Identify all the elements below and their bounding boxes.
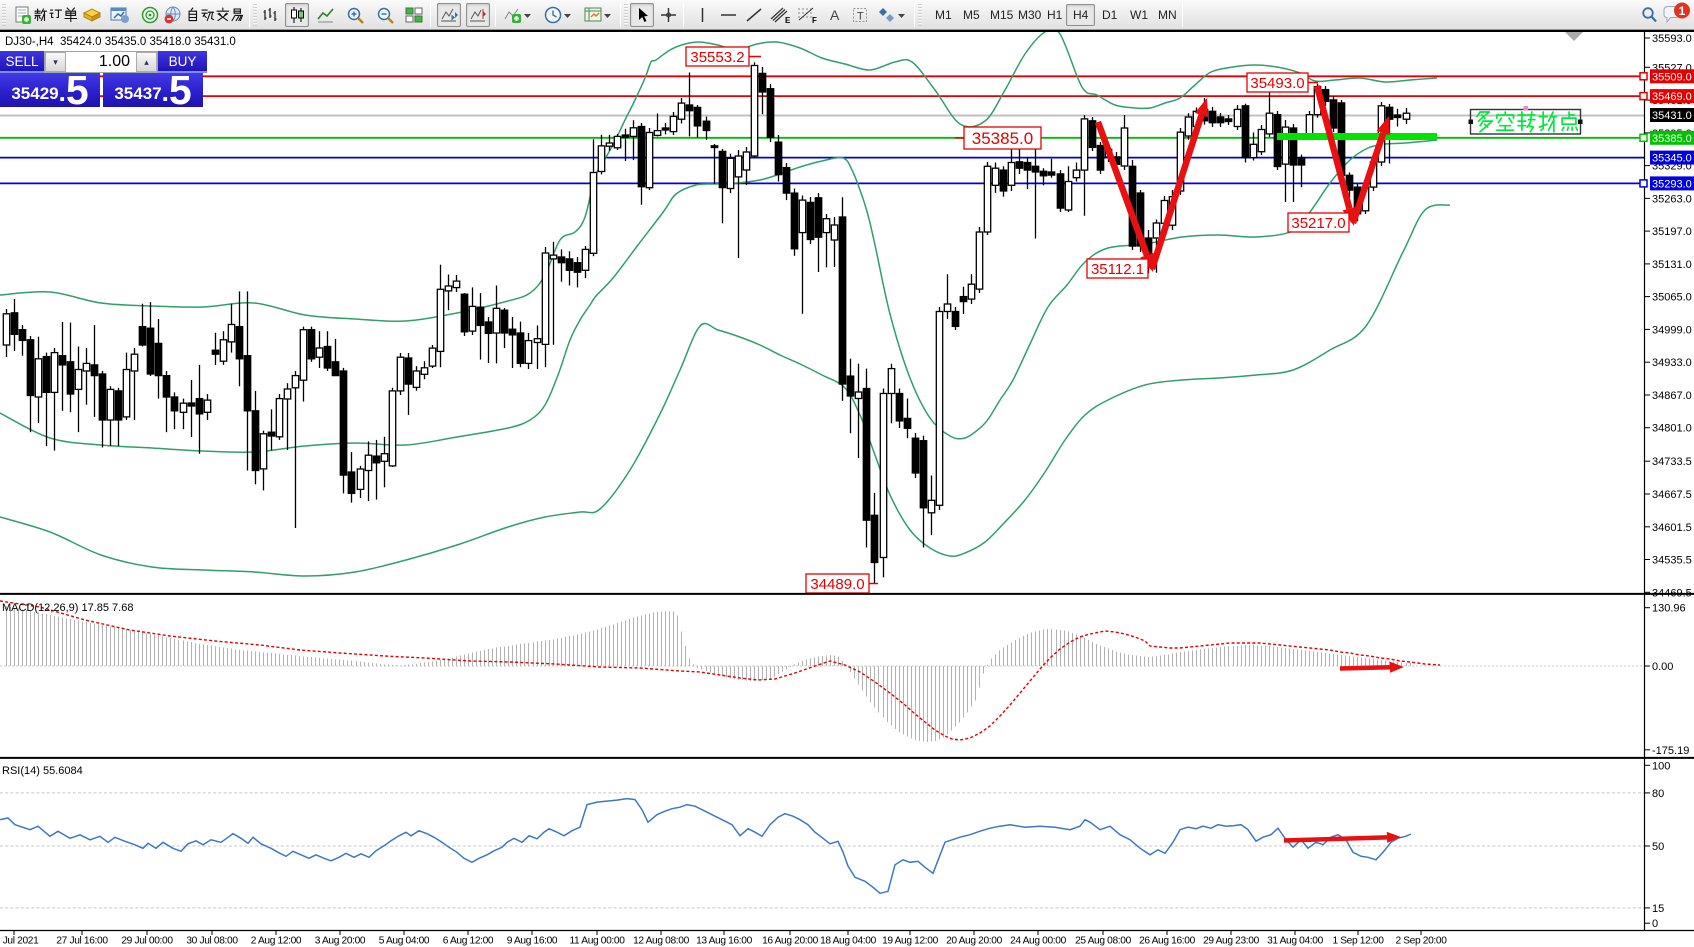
svg-text:35593.0: 35593.0 [1652,33,1692,45]
svg-text:2 Sep 20:00: 2 Sep 20:00 [1395,936,1447,947]
svg-text:34801.0: 34801.0 [1652,423,1692,435]
svg-text:35553.2: 35553.2 [690,49,744,66]
svg-text:130.96: 130.96 [1652,603,1686,615]
svg-text:16 Aug 20:00: 16 Aug 20:00 [762,936,819,947]
svg-text:30 Jul 08:00: 30 Jul 08:00 [186,936,238,947]
svg-text:35131.0: 35131.0 [1652,259,1692,271]
svg-text:35345.0: 35345.0 [1652,153,1692,165]
svg-text:100: 100 [1652,760,1670,772]
svg-text:A: A [830,7,840,23]
svg-text:DJ30-,H4 35424.0 35435.0 3541: DJ30-,H4 35424.0 35435.0 35418.0 35431.0 [5,36,236,48]
svg-text:24 Aug 00:00: 24 Aug 00:00 [1010,936,1067,947]
svg-text:80: 80 [1652,788,1664,800]
svg-text:35385.0: 35385.0 [1652,133,1692,145]
svg-text:T: T [857,11,864,23]
svg-text:35197.0: 35197.0 [1652,226,1692,238]
svg-text:34999.0: 34999.0 [1652,324,1692,336]
svg-text:34667.5: 34667.5 [1652,489,1692,501]
svg-text:27 Jul 16:00: 27 Jul 16:00 [56,936,108,947]
svg-text:35263.0: 35263.0 [1652,193,1692,205]
svg-text:35293.0: 35293.0 [1652,178,1692,190]
svg-text:34489.0: 34489.0 [810,576,864,593]
svg-text:34867.0: 34867.0 [1652,390,1692,402]
svg-text:34933.0: 34933.0 [1652,357,1692,369]
svg-text:34601.5: 34601.5 [1652,522,1692,534]
svg-text:20 Aug 20:00: 20 Aug 20:00 [946,936,1003,947]
svg-text:35217.0: 35217.0 [1291,215,1345,232]
svg-text:50: 50 [1652,841,1664,853]
svg-text:MACD(12,26,9) 17.85 7.68: MACD(12,26,9) 17.85 7.68 [2,602,133,614]
svg-text:26 Jul 2021: 26 Jul 2021 [0,936,39,947]
svg-text:19 Aug 12:00: 19 Aug 12:00 [882,936,939,947]
svg-text:RSI(14) 55.6084: RSI(14) 55.6084 [2,765,83,777]
svg-text:25 Aug 08:00: 25 Aug 08:00 [1075,936,1132,947]
svg-text:1 Sep 12:00: 1 Sep 12:00 [1332,936,1384,947]
svg-text:34733.5: 34733.5 [1652,456,1692,468]
svg-text:6 Aug 12:00: 6 Aug 12:00 [443,936,494,947]
svg-text:35493.0: 35493.0 [1250,75,1304,92]
svg-text:34469.5: 34469.5 [1652,587,1692,599]
svg-text:35469.0: 35469.0 [1652,91,1692,103]
svg-text:5 Aug 04:00: 5 Aug 04:00 [379,936,430,947]
svg-text:11 Aug 00:00: 11 Aug 00:00 [569,936,625,947]
svg-text:35112.1: 35112.1 [1091,261,1144,278]
svg-text:F: F [812,16,817,24]
svg-text:35431.0: 35431.0 [1652,110,1692,122]
svg-text:E: E [785,16,791,24]
svg-text:35385.0: 35385.0 [972,129,1033,148]
svg-text:2 Aug 12:00: 2 Aug 12:00 [251,936,302,947]
svg-text:0.00: 0.00 [1652,661,1673,673]
svg-text:15: 15 [1652,903,1664,915]
svg-text:29 Aug 23:00: 29 Aug 23:00 [1203,936,1260,947]
svg-text:12 Aug 08:00: 12 Aug 08:00 [633,936,690,947]
svg-text:1: 1 [1679,4,1686,18]
svg-text:29 Jul 00:00: 29 Jul 00:00 [121,936,173,947]
svg-text:35509.0: 35509.0 [1652,71,1692,83]
svg-text:26 Aug 16:00: 26 Aug 16:00 [1139,936,1196,947]
svg-text:34535.5: 34535.5 [1652,555,1692,567]
svg-text:18 Aug 04:00: 18 Aug 04:00 [820,936,877,947]
svg-text:31 Aug 04:00: 31 Aug 04:00 [1267,936,1324,947]
svg-text:0: 0 [1652,918,1658,930]
svg-text:9 Aug 16:00: 9 Aug 16:00 [507,936,558,947]
svg-text:-175.19: -175.19 [1652,745,1689,757]
svg-text:35065.0: 35065.0 [1652,292,1692,304]
svg-text:3 Aug 20:00: 3 Aug 20:00 [315,936,366,947]
svg-text:13 Aug 16:00: 13 Aug 16:00 [696,936,753,947]
